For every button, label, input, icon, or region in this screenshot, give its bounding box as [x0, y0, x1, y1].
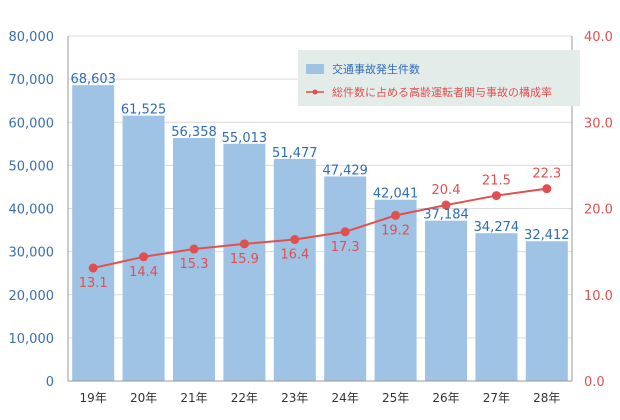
bar — [273, 159, 316, 381]
line-point — [189, 244, 199, 254]
y-right-tick-label: 40.0 — [584, 30, 613, 45]
y-left-tick-label: 80,000 — [9, 30, 55, 45]
y-right-tick-label: 0.0 — [584, 375, 605, 390]
line-data-label: 15.9 — [230, 252, 259, 267]
line-point — [441, 200, 451, 210]
bar-series — [72, 85, 568, 382]
bar-data-label: 55,013 — [222, 131, 268, 146]
x-tick-label: 27年 — [483, 391, 510, 405]
x-tick-label: 22年 — [231, 391, 258, 405]
legend-swatch-line-marker — [312, 89, 318, 95]
x-tick-label: 25年 — [382, 391, 409, 405]
y-right-tick-label: 10.0 — [584, 289, 613, 304]
y-left-tick-label: 30,000 — [9, 246, 55, 261]
bar-data-label: 68,603 — [70, 72, 116, 87]
line-data-label: 16.4 — [280, 248, 309, 263]
line-point — [139, 252, 149, 262]
legend-label-line: 総件数に占める高齢運転者関与事故の構成率 — [332, 85, 552, 99]
bar — [475, 233, 518, 381]
x-tick-label: 24年 — [332, 391, 359, 405]
line-data-label: 20.4 — [432, 183, 461, 198]
bar — [72, 85, 115, 381]
line-point — [290, 235, 300, 245]
x-tick-label: 19年 — [80, 391, 107, 405]
legend-swatch-bar — [306, 64, 324, 74]
x-tick-label: 20年 — [130, 391, 157, 405]
y-left-tick-label: 10,000 — [9, 332, 55, 347]
y-left-tick-label: 70,000 — [9, 73, 55, 88]
y-right-tick-label: 30.0 — [584, 116, 613, 131]
y-left-tick-label: 60,000 — [9, 116, 55, 131]
legend: 交通事故発生件数 総件数に占める高齢運転者関与事故の構成率 — [298, 50, 580, 106]
y-left-tick-label: 0 — [46, 375, 54, 390]
x-tick-label: 23年 — [281, 391, 308, 405]
x-tick-label: 26年 — [432, 391, 459, 405]
x-tick-label: 28年 — [533, 391, 560, 405]
line-data-label: 19.2 — [381, 223, 410, 238]
bar-data-label: 47,429 — [322, 163, 368, 178]
y-right-tick-label: 20.0 — [584, 203, 613, 218]
data-labels: 68,603 61,525 56,358 55,013 51,477 47,429 42,0… — [70, 72, 569, 291]
bar — [173, 137, 215, 381]
line-path — [92, 187, 547, 269]
line-point — [491, 191, 501, 201]
line-data-label: 14.4 — [129, 265, 158, 280]
bar — [324, 176, 367, 381]
bar — [223, 143, 266, 381]
bar — [374, 199, 417, 381]
line-data-label: 17.3 — [331, 240, 360, 255]
bar — [425, 220, 467, 381]
x-tick-label: 21年 — [180, 391, 207, 405]
y-left-tick-label: 50,000 — [9, 159, 55, 174]
bar-data-label: 32,412 — [524, 228, 570, 243]
bar-data-label: 37,184 — [423, 208, 469, 223]
line-series — [88, 184, 552, 273]
line-data-label: 13.1 — [79, 276, 108, 291]
line-point — [340, 227, 350, 237]
y-left-tick-label: 20,000 — [9, 289, 55, 304]
legend-box — [298, 50, 580, 106]
line-point — [542, 184, 552, 194]
y-left-tick-label: 40,000 — [9, 203, 55, 218]
bar — [122, 115, 165, 382]
bar — [525, 241, 568, 381]
line-data-label: 15.3 — [180, 257, 209, 272]
line-data-label: 21.5 — [482, 174, 511, 189]
axes: 0 10,000 20,000 30,000 40,000 50,000 60,000 70,… — [9, 30, 613, 405]
line-point — [239, 239, 249, 249]
legend-label-bar: 交通事故発生件数 — [332, 62, 420, 76]
bar-data-label: 56,358 — [171, 125, 217, 140]
line-point — [88, 263, 98, 273]
bar-data-label: 34,274 — [474, 220, 520, 235]
bar-data-label: 51,477 — [272, 146, 318, 161]
bar-data-label: 42,041 — [373, 187, 419, 202]
bar-data-label: 61,525 — [121, 103, 167, 118]
line-data-label: 22.3 — [532, 167, 561, 182]
line-point — [391, 210, 401, 220]
